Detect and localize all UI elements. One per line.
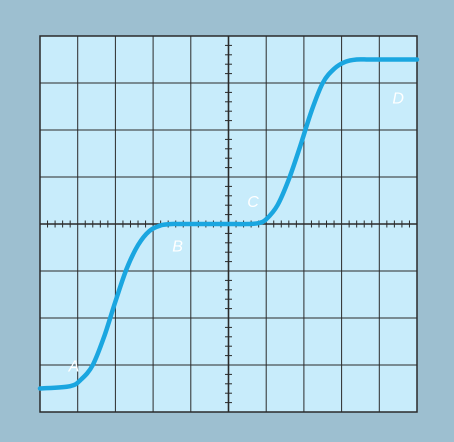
point-label-a: A [68,359,80,376]
signal-trace [37,57,420,391]
graticule-grid [40,36,417,412]
trace-labels: A B C D [68,91,405,376]
point-label-b: B [172,239,183,256]
point-label-d: D [392,91,404,108]
point-label-c: C [247,194,259,211]
